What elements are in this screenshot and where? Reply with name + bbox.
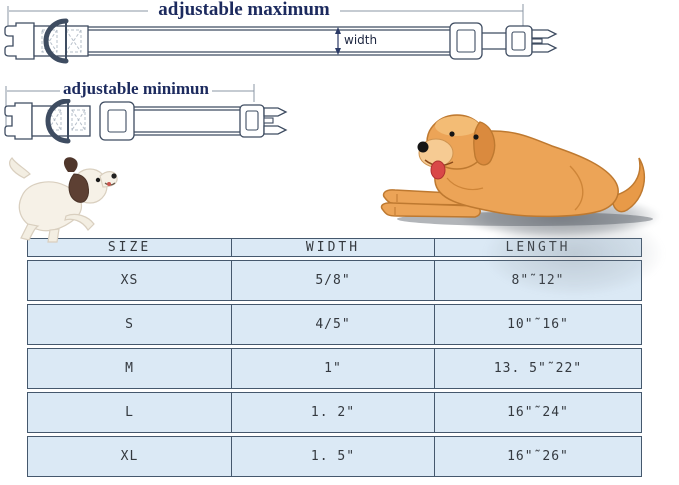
width-arrow-icon (335, 27, 341, 55)
dog-eye-right (473, 134, 479, 140)
d-ring-icon (45, 98, 71, 144)
d-ring-icon (43, 18, 69, 64)
puppy-nose (111, 173, 117, 179)
adjustable-maximum-label: adjustable maximum (148, 0, 340, 21)
collar-strap-head (31, 105, 91, 137)
size-cell: M (27, 348, 232, 389)
collar-strap (134, 106, 240, 136)
table-row-m: M 1" 13. 5"˜22" (27, 348, 642, 389)
col-header-size: SIZE (27, 238, 232, 257)
buckle-female-icon (4, 22, 35, 60)
length-cell: 16"˜24" (435, 392, 642, 433)
width-cell: 1. 5" (232, 436, 435, 477)
size-cell: XL (27, 436, 232, 477)
length-cell: 16"˜26" (435, 436, 642, 477)
adjustable-maximum-diagram (4, 4, 558, 64)
width-cell: 5/8" (232, 260, 435, 301)
dog-nose (417, 141, 429, 153)
buckle-female-icon (4, 102, 33, 140)
col-header-length: LENGTH (435, 238, 642, 257)
puppy-eye (95, 177, 101, 183)
buckle-male-icon (239, 104, 288, 138)
length-cell: 10"˜16" (435, 304, 642, 345)
length-cell: 8"˜12" (435, 260, 642, 301)
col-header-width: WIDTH (232, 238, 435, 257)
table-row-l: L 1. 2" 16"˜24" (27, 392, 642, 433)
width-label: width (344, 33, 378, 47)
adjustable-minimum-diagram (4, 84, 288, 144)
size-cell: S (27, 304, 232, 345)
tri-glide-slider-icon (99, 101, 135, 141)
width-cell: 1" (232, 348, 435, 389)
table-row-xs: XS 5/8" 8"˜12" (27, 260, 642, 301)
adjustable-minimum-label: adjustable minimun (60, 79, 212, 99)
tri-glide-slider-icon (449, 22, 483, 60)
width-cell: 1. 2" (232, 392, 435, 433)
buckle-male-icon (505, 25, 558, 57)
length-cell: 13. 5"˜22" (435, 348, 642, 389)
dog-ear (473, 121, 496, 166)
dog-tongue (430, 160, 446, 180)
size-cell: XS (27, 260, 232, 301)
puppy-illustration (9, 157, 118, 243)
width-cell: 4/5" (232, 304, 435, 345)
collar-strap-head (33, 25, 89, 57)
dog-eye-left (449, 131, 455, 137)
size-chart: SIZE WIDTH LENGTH XS 5/8" 8"˜12" S 4/5" … (27, 235, 642, 480)
table-row-xl: XL 1. 5" 16"˜26" (27, 436, 642, 477)
size-cell: L (27, 392, 232, 433)
golden-retriever-illustration (380, 114, 653, 226)
collar-strap (88, 26, 508, 56)
table-row-s: S 4/5" 10"˜16" (27, 304, 642, 345)
